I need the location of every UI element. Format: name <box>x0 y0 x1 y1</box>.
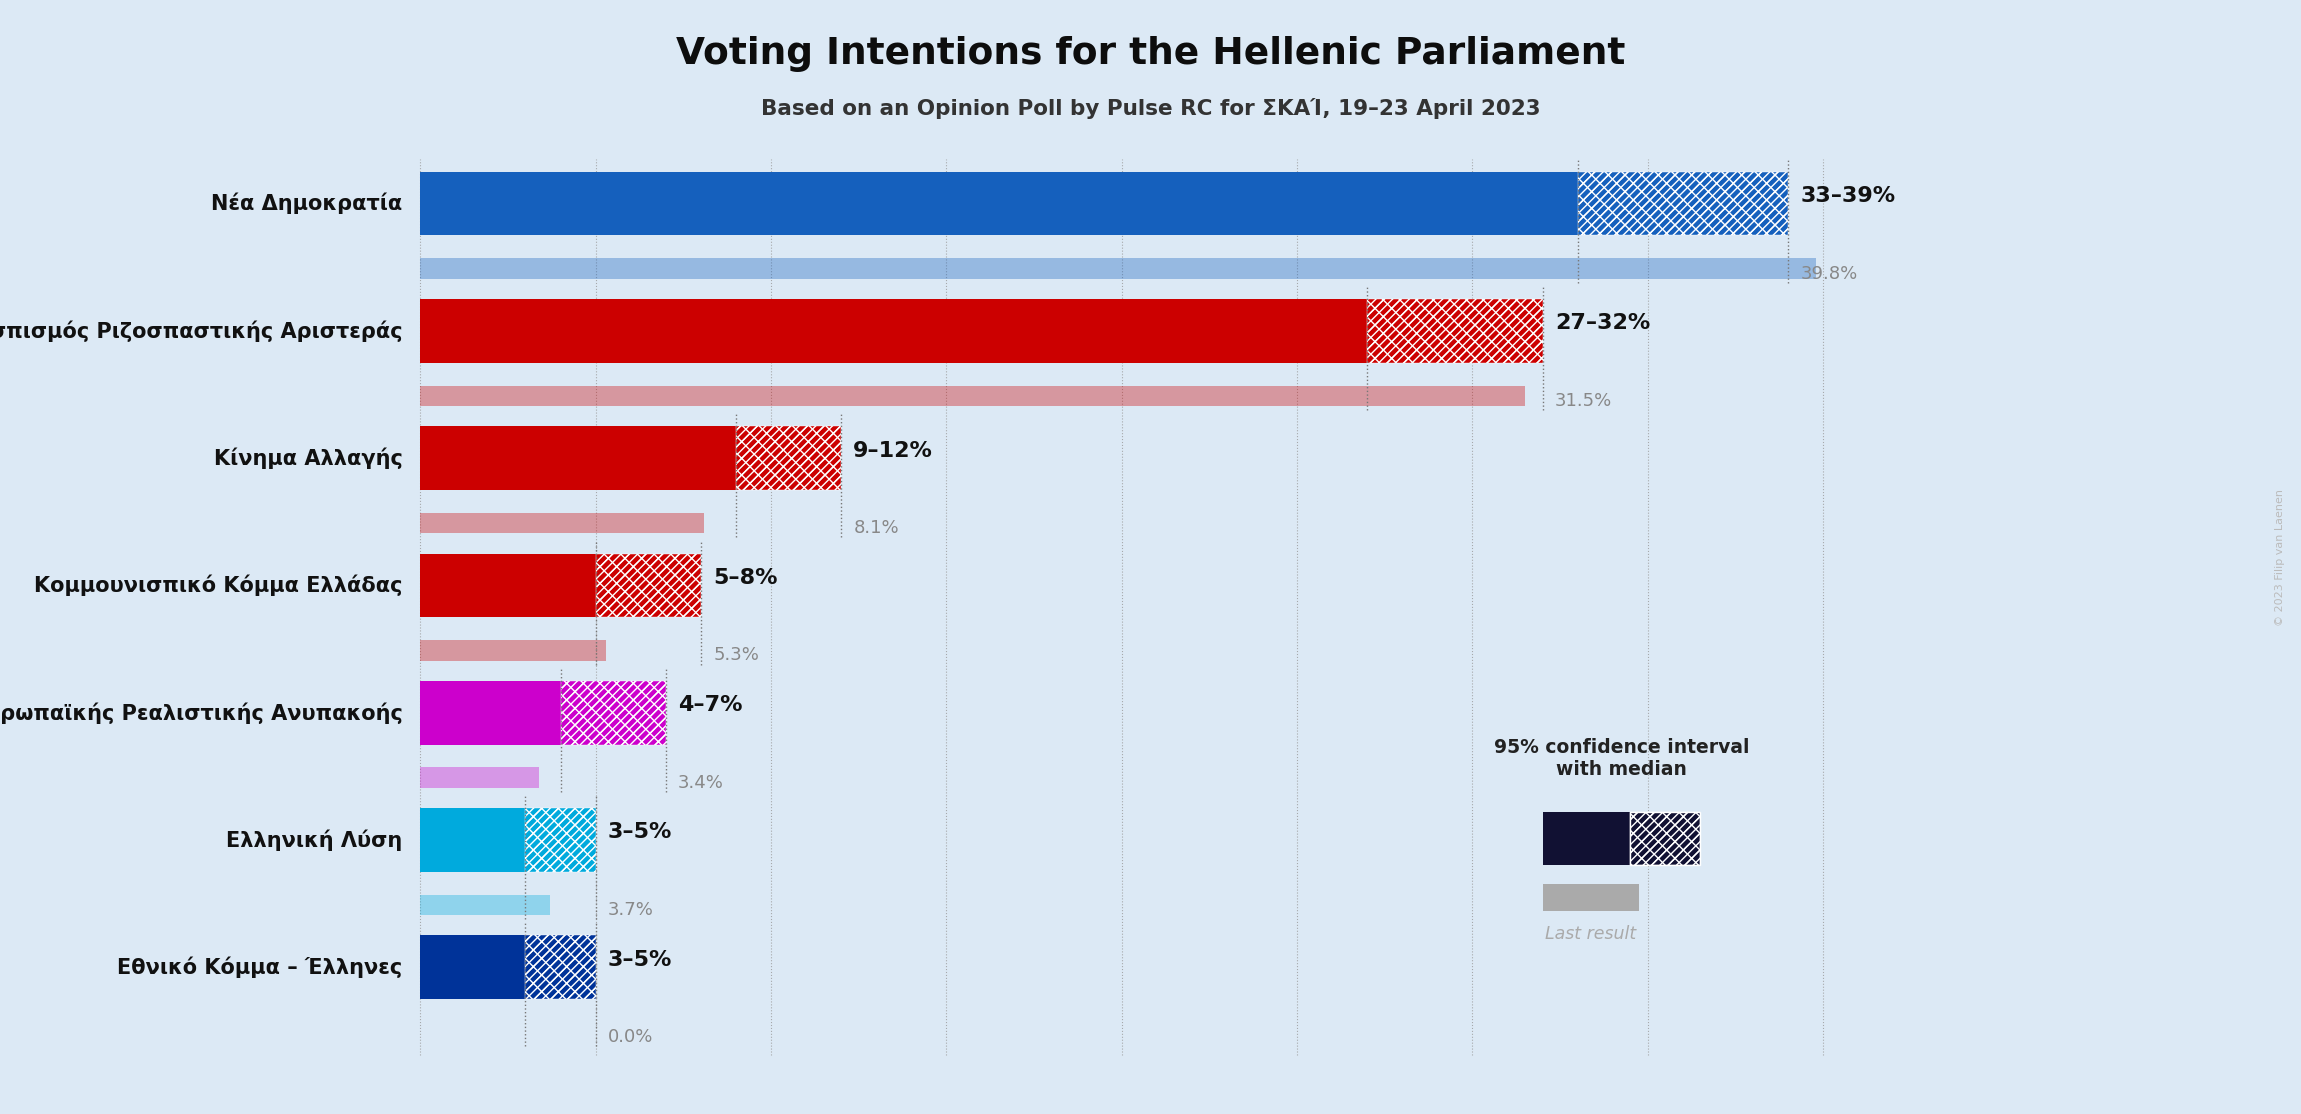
Text: © 2023 Filip van Laenen: © 2023 Filip van Laenen <box>2276 489 2285 625</box>
Bar <box>736 427 842 490</box>
Text: 0.0%: 0.0% <box>607 1028 653 1046</box>
Bar <box>421 681 561 744</box>
Bar <box>421 172 1578 235</box>
Bar <box>525 936 596 999</box>
Text: 95% confidence interval
with median: 95% confidence interval with median <box>1493 737 1749 779</box>
Text: Συνασπισμός Ριζοσπαστικής Αριστεράς: Συνασπισμός Ριζοσπαστικής Αριστεράς <box>0 320 403 342</box>
Bar <box>525 936 596 999</box>
Text: 3.7%: 3.7% <box>607 901 653 919</box>
Bar <box>561 681 665 744</box>
Text: 31.5%: 31.5% <box>1555 392 1613 410</box>
Bar <box>421 809 525 872</box>
Bar <box>596 554 702 617</box>
Bar <box>1578 172 1788 235</box>
Bar <box>561 681 665 744</box>
Bar <box>421 936 525 999</box>
Text: Εθνικό Κόμμα – Έλληνες: Εθνικό Κόμμα – Έλληνες <box>117 957 403 978</box>
Text: 4–7%: 4–7% <box>679 695 743 715</box>
Bar <box>1629 812 1700 866</box>
Text: 8.1%: 8.1% <box>854 519 900 537</box>
Bar <box>1542 883 1638 910</box>
Bar <box>421 768 538 788</box>
Text: 33–39%: 33–39% <box>1799 186 1896 206</box>
Text: 27–32%: 27–32% <box>1555 313 1650 333</box>
Bar <box>421 427 736 490</box>
Text: 39.8%: 39.8% <box>1799 265 1857 283</box>
Text: 3.4%: 3.4% <box>679 774 725 792</box>
Text: Last result: Last result <box>1546 926 1636 944</box>
Text: Κομμουνισπικό Κόμμα Ελλάδας: Κομμουνισπικό Κόμμα Ελλάδας <box>35 575 403 596</box>
Bar <box>736 427 842 490</box>
Bar <box>525 809 596 872</box>
Text: Based on an Opinion Poll by Pulse RC for ΣΚΑΊ, 19–23 April 2023: Based on an Opinion Poll by Pulse RC for… <box>762 98 1539 119</box>
Text: Ελληνική Λύση: Ελληνική Λύση <box>225 829 403 851</box>
Text: Κίνημα Αλλαγής: Κίνημα Αλλαγής <box>214 448 403 469</box>
Bar <box>1367 300 1542 363</box>
Bar <box>1542 812 1629 866</box>
Text: 3–5%: 3–5% <box>607 949 672 969</box>
Bar <box>421 641 605 661</box>
Text: 5–8%: 5–8% <box>713 568 778 588</box>
Bar <box>421 300 1367 363</box>
Bar <box>596 554 702 617</box>
Bar <box>1578 172 1788 235</box>
Text: 5.3%: 5.3% <box>713 646 759 664</box>
Bar <box>421 895 550 915</box>
Text: 3–5%: 3–5% <box>607 822 672 842</box>
Bar <box>1629 812 1700 866</box>
Bar <box>421 258 1815 278</box>
Text: Μέτωπο Ευρωπαϊκής Ρεαλιστικής Ανυπακοής: Μέτωπο Ευρωπαϊκής Ρεαλιστικής Ανυπακοής <box>0 702 403 723</box>
Bar <box>525 809 596 872</box>
Bar <box>421 512 704 534</box>
Text: Voting Intentions for the Hellenic Parliament: Voting Intentions for the Hellenic Parli… <box>676 36 1625 71</box>
Text: 9–12%: 9–12% <box>854 440 934 460</box>
Bar <box>421 385 1526 405</box>
Text: Νέα Δημοκρατία: Νέα Δημοκρατία <box>212 193 403 214</box>
Bar <box>421 554 596 617</box>
Bar <box>1367 300 1542 363</box>
